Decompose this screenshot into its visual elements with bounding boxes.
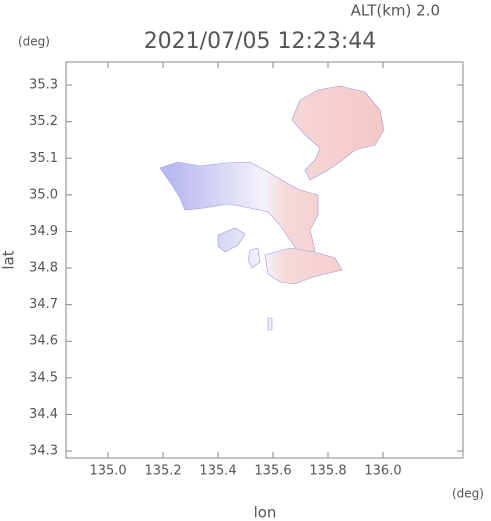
x-tick-label: 135.2 (144, 464, 181, 479)
x-tick-label: 135.8 (309, 464, 346, 479)
y-tick-label: 34.3 (29, 444, 58, 459)
y-tick-label: 34.6 (29, 334, 58, 349)
chart-title: 2021/07/05 12:23:44 (144, 29, 377, 54)
echo-field (159, 85, 385, 331)
x-tick-label: 135.6 (254, 464, 291, 479)
x-tick-label: 135.4 (199, 464, 236, 479)
y-tick-label: 35.1 (29, 151, 58, 166)
plot-frame (65, 61, 464, 459)
y-tick-label: 34.4 (29, 407, 58, 422)
echo-region (264, 247, 343, 285)
echo-region (291, 85, 385, 181)
y-tick-label: 34.8 (29, 261, 58, 276)
echo-region (267, 317, 273, 331)
echo-region (217, 227, 246, 253)
y-tick-label: 35.0 (29, 187, 58, 202)
y-tick-label: 35.2 (29, 114, 58, 129)
x-tick-label: 135.0 (89, 464, 126, 479)
y-tick-label: 35.3 (29, 78, 58, 93)
y-tick-label: 34.9 (29, 224, 58, 239)
x-unit: (deg) (452, 487, 484, 501)
echo-region (247, 247, 261, 269)
x-axis-label: lon (254, 504, 277, 521)
x-tick-label: 136.0 (364, 464, 401, 479)
y-tick-label: 34.5 (29, 370, 58, 385)
altitude-label: ALT(km) 2.0 (351, 2, 440, 20)
y-tick-label: 34.7 (29, 297, 58, 312)
y-unit: (deg) (18, 35, 50, 49)
y-axis-label: lat (0, 250, 18, 269)
echo-region (159, 161, 319, 263)
